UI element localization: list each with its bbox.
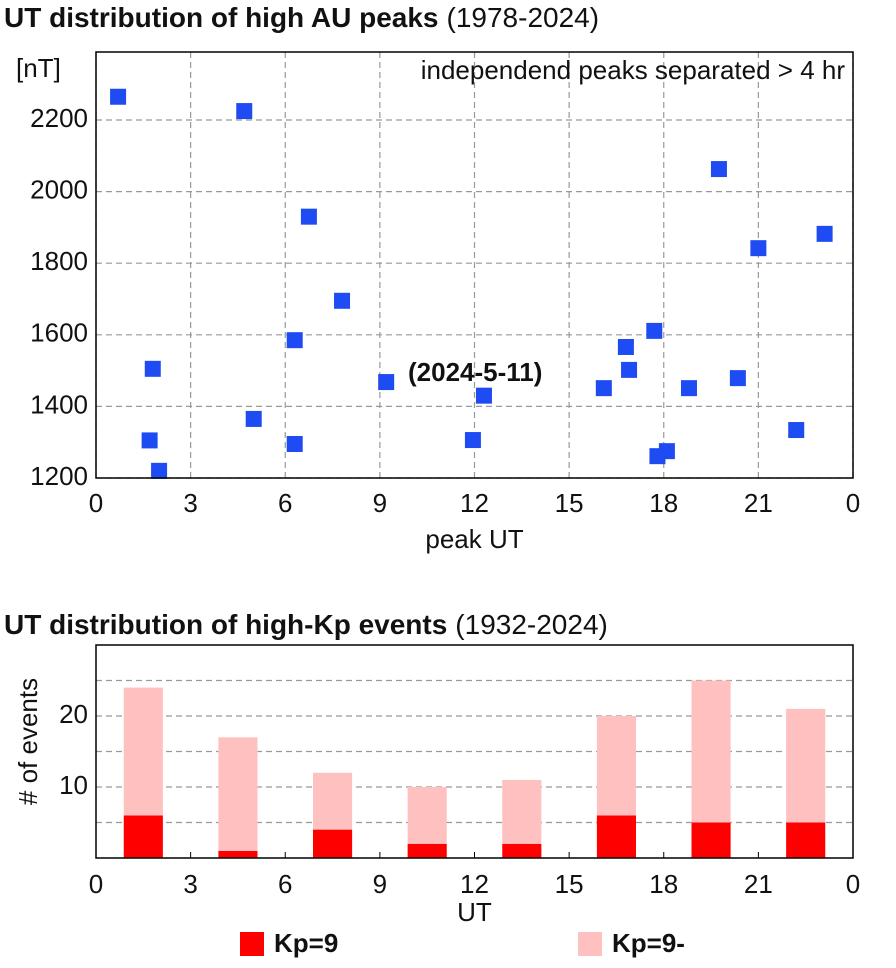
point bbox=[151, 462, 168, 479]
chart-title: UT distribution of high AU peaks (1978-20… bbox=[4, 2, 599, 33]
y-tick-label: 10 bbox=[59, 770, 88, 800]
title-sub: (1932-2024) bbox=[455, 609, 608, 640]
y-tick-label: 2000 bbox=[30, 174, 88, 204]
point bbox=[646, 322, 663, 339]
y-tick-label: 2200 bbox=[30, 103, 88, 133]
y-tick-label: 1800 bbox=[30, 246, 88, 276]
y-tick-label: 1600 bbox=[30, 318, 88, 348]
annotation: independend peaks separated > 4 hr bbox=[421, 55, 846, 85]
point bbox=[750, 240, 767, 257]
bar-segment bbox=[502, 779, 542, 844]
bar-segment bbox=[123, 687, 163, 816]
x-tick-label: 3 bbox=[183, 488, 197, 518]
bar-segment bbox=[691, 822, 731, 858]
point bbox=[475, 387, 492, 404]
plot-frame bbox=[95, 644, 854, 859]
title-main: UT distribution of high-Kp events bbox=[4, 609, 447, 640]
y-axis-label: # of events bbox=[13, 678, 43, 805]
point bbox=[110, 88, 127, 105]
point bbox=[595, 380, 612, 397]
x-tick-label: 21 bbox=[744, 869, 773, 899]
point bbox=[710, 161, 727, 178]
x-tick-label: 0 bbox=[89, 869, 103, 899]
bar-segment bbox=[123, 815, 163, 858]
x-tick-label: 3 bbox=[183, 869, 197, 899]
bar-segment bbox=[596, 815, 636, 858]
x-tick-label: 9 bbox=[373, 488, 387, 518]
y-tick-label: 20 bbox=[59, 699, 88, 729]
x-tick-label: 6 bbox=[278, 869, 292, 899]
annotation: (2024-5-11) bbox=[408, 357, 542, 387]
point bbox=[141, 432, 158, 449]
legend-swatch bbox=[240, 932, 264, 956]
bar-segment bbox=[786, 708, 826, 823]
x-tick-label: 6 bbox=[278, 488, 292, 518]
x-tick-label: 18 bbox=[649, 869, 678, 899]
bar-segment bbox=[596, 716, 636, 816]
point bbox=[729, 370, 746, 387]
x-tick-label: 15 bbox=[555, 488, 584, 518]
legend-label: Kp=9 bbox=[274, 928, 338, 958]
x-axis-label: peak UT bbox=[425, 524, 523, 554]
point bbox=[617, 338, 634, 355]
point bbox=[621, 361, 638, 378]
point bbox=[300, 208, 317, 225]
bar-segment bbox=[786, 822, 826, 858]
x-tick-label: 0 bbox=[846, 488, 860, 518]
x-tick-label: 15 bbox=[555, 869, 584, 899]
y-tick-label: 1200 bbox=[30, 461, 88, 491]
x-tick-label: 18 bbox=[649, 488, 678, 518]
point bbox=[286, 435, 303, 452]
title-main: UT distribution of high AU peaks bbox=[4, 2, 439, 33]
point bbox=[464, 432, 481, 449]
legend-swatch bbox=[578, 932, 602, 956]
x-axis-label: UT bbox=[457, 897, 492, 927]
point bbox=[144, 360, 161, 377]
title-sub: (1978-2024) bbox=[447, 2, 600, 33]
point bbox=[680, 380, 697, 397]
y-axis-label: [nT] bbox=[16, 53, 61, 83]
bar-segment bbox=[313, 829, 353, 858]
point bbox=[245, 410, 262, 427]
point bbox=[236, 103, 253, 120]
legend-label: Kp=9- bbox=[612, 928, 685, 958]
x-tick-label: 0 bbox=[846, 869, 860, 899]
x-tick-label: 0 bbox=[89, 488, 103, 518]
bar-segment bbox=[218, 850, 258, 858]
plot-frame bbox=[95, 51, 854, 479]
bar-segment bbox=[691, 680, 731, 823]
x-tick-label: 9 bbox=[373, 869, 387, 899]
bar-segment bbox=[218, 737, 258, 851]
bar-segment bbox=[407, 843, 447, 858]
point bbox=[788, 422, 805, 439]
point bbox=[658, 443, 675, 460]
point bbox=[334, 292, 351, 309]
x-tick-label: 12 bbox=[460, 488, 489, 518]
y-tick-label: 1400 bbox=[30, 389, 88, 419]
x-tick-label: 12 bbox=[460, 869, 489, 899]
bar-segment bbox=[313, 772, 353, 830]
chart-title: UT distribution of high-Kp events (1932-2… bbox=[4, 609, 608, 640]
point bbox=[286, 332, 303, 349]
bar-segment bbox=[502, 843, 542, 858]
point bbox=[378, 374, 395, 391]
x-tick-label: 21 bbox=[744, 488, 773, 518]
bar-segment bbox=[407, 787, 447, 844]
point bbox=[816, 225, 833, 242]
